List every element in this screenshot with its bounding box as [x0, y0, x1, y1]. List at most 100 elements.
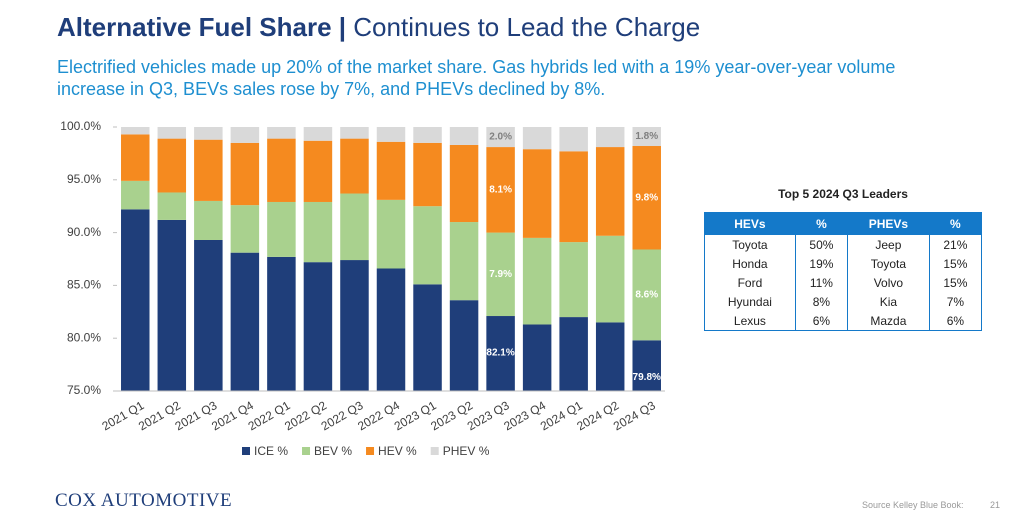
legend-label: HEV %	[378, 444, 417, 458]
page-number: 21	[990, 500, 1001, 510]
bar-segment	[121, 134, 150, 181]
table-row: Hyundai 8% Kia 7%	[704, 292, 983, 311]
table-row: Ford 11% Volvo 15%	[704, 273, 983, 292]
bar-segment	[595, 235, 625, 323]
bar-segment	[303, 262, 333, 391]
bar-segment	[121, 180, 150, 210]
bar-segment	[303, 127, 333, 141]
table-row: Honda 19% Toyota 15%	[704, 254, 983, 273]
bar-segment	[559, 151, 588, 243]
bar-segment	[303, 140, 333, 202]
bar-segment	[157, 127, 187, 139]
table-cell: 15%	[928, 254, 983, 273]
data-label: 79.8%	[633, 372, 661, 383]
bar-segment	[413, 142, 442, 207]
page-title: Alternative Fuel Share | Continues to Le…	[57, 12, 700, 43]
bar-segment	[522, 149, 552, 238]
data-label: 82.1%	[486, 348, 514, 359]
x-tick-label: 2024 Q3	[611, 398, 658, 433]
bar-segment	[230, 127, 260, 143]
bar-segment	[194, 239, 223, 391]
bar-segment	[121, 127, 150, 135]
table-cell: 8%	[794, 292, 849, 311]
bar-segment	[449, 144, 479, 223]
bar-segment	[340, 193, 369, 261]
y-tick-label: 100.0%	[60, 119, 101, 133]
bar-segment	[632, 146, 661, 250]
table-cell: Honda	[704, 254, 796, 273]
table-row: Lexus 6% Mazda 6%	[704, 311, 983, 331]
table-cell: 15%	[928, 273, 983, 292]
bar-segment	[595, 322, 625, 391]
bar-segment	[376, 199, 406, 269]
y-tick-label: 80.0%	[67, 330, 101, 344]
bar-segment	[413, 206, 442, 285]
y-tick-label: 85.0%	[67, 278, 101, 292]
table-header-row: HEVs% PHEVs%	[704, 212, 983, 235]
table-header-cell: PHEVs	[847, 212, 930, 235]
bar-segment	[121, 209, 150, 391]
table-title: Top 5 2024 Q3 Leaders	[778, 187, 908, 201]
table-header-cell: HEVs	[704, 212, 796, 235]
bar-segment	[376, 268, 406, 391]
bar-segment	[340, 260, 369, 391]
bar-segment	[267, 127, 296, 139]
legend-swatch	[302, 447, 311, 455]
bar-segment	[340, 138, 369, 194]
bar-segment	[522, 237, 552, 325]
bar-segment	[522, 324, 552, 391]
table-cell: Toyota	[704, 234, 796, 254]
bar-segment	[632, 127, 661, 147]
bar-segment	[376, 141, 406, 200]
bar-segment	[486, 316, 515, 391]
bar-segment	[340, 127, 369, 139]
legend-swatch	[430, 447, 439, 455]
title-rest: Continues to Lead the Charge	[353, 12, 701, 42]
bar-segment	[267, 138, 296, 202]
bar-segment	[303, 201, 333, 263]
table-row: Toyota 50% Jeep 21%	[704, 234, 983, 254]
bar-segment	[230, 252, 260, 391]
source-note: Source Kelley Blue Book:	[862, 500, 964, 510]
table-cell: 50%	[794, 234, 849, 254]
data-label: 2.0%	[489, 132, 512, 143]
bar-segment	[230, 205, 260, 253]
table-cell: 19%	[794, 254, 849, 273]
bar-segment	[194, 200, 223, 240]
bar-segment	[559, 317, 588, 391]
data-label: 8.6%	[635, 290, 658, 301]
bar-segment	[449, 300, 479, 391]
bar-segment	[595, 147, 625, 236]
legend-label: BEV %	[314, 444, 352, 458]
bar-segment	[632, 340, 661, 391]
bar-segment	[157, 219, 187, 391]
data-label: 7.9%	[489, 269, 512, 280]
leaders-table: HEVs% PHEVs% Toyota 50% Jeep 21% Honda 19% Toyot…	[704, 212, 983, 331]
chart: 75.0%80.0%85.0%90.0%95.0%100.0%2021 Q120…	[60, 119, 665, 458]
bar-segment	[413, 284, 442, 391]
legend-swatch	[366, 447, 375, 455]
title-bold: Alternative Fuel Share |	[57, 12, 347, 42]
table-cell: 7%	[928, 292, 983, 311]
data-label: 1.8%	[635, 131, 658, 142]
table-cell: Toyota	[847, 254, 930, 273]
bar-segment	[194, 139, 223, 201]
bar-segment	[486, 127, 515, 148]
bar-segment	[632, 249, 661, 341]
legend-label: PHEV %	[443, 444, 490, 458]
bar-segment	[376, 127, 406, 142]
bar-segment	[449, 222, 479, 301]
bar-segment	[595, 127, 625, 148]
y-tick-label: 95.0%	[67, 172, 101, 186]
y-tick-label: 75.0%	[67, 383, 101, 397]
bar-segment	[486, 147, 515, 233]
bar-segment	[486, 232, 515, 317]
bar-segment	[267, 201, 296, 257]
y-tick-label: 90.0%	[67, 225, 101, 239]
bar-segment	[559, 242, 588, 318]
bar-segment	[194, 127, 223, 140]
table-cell: Volvo	[847, 273, 930, 292]
logo: COX AUTOMOTIVE	[55, 490, 233, 511]
table-header-cell: %	[794, 212, 849, 235]
